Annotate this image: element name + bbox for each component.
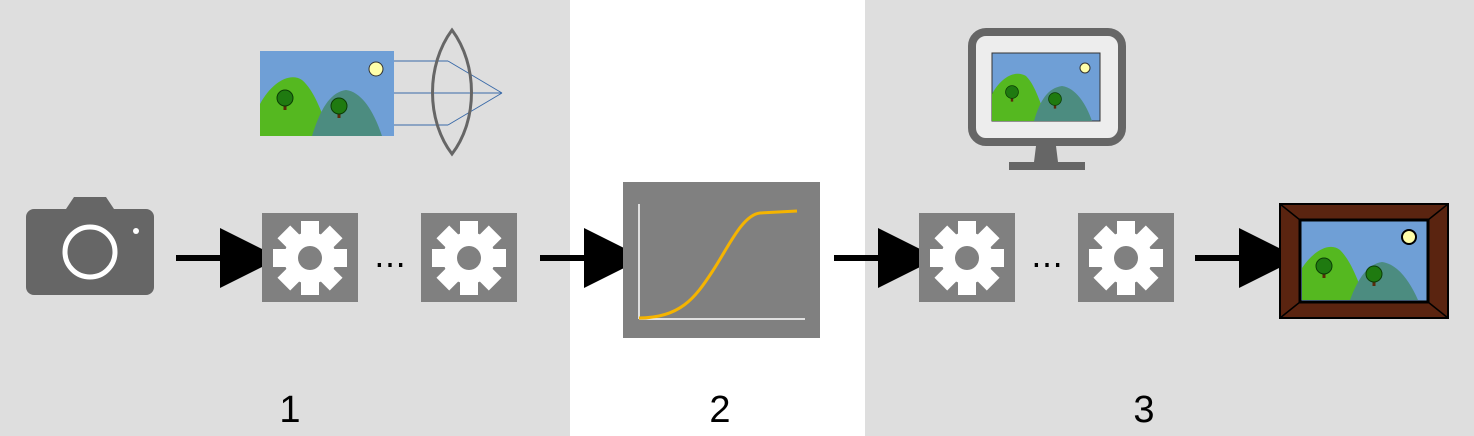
gear-icon	[930, 221, 1004, 295]
stage-3-label: 3	[1133, 389, 1155, 431]
gear-icon	[273, 221, 347, 295]
lens-icon	[394, 27, 503, 157]
landscape-icon	[260, 51, 394, 136]
monitor-icon	[968, 28, 1126, 170]
stage-1-label: 1	[279, 389, 301, 431]
stage-2-label: 2	[709, 389, 731, 431]
ellipsis-stage-1: …	[374, 237, 406, 275]
processing-step-box	[262, 213, 358, 302]
processing-step-box	[1078, 213, 1174, 302]
processing-step-box	[919, 213, 1015, 302]
tone-curve-icon	[623, 182, 820, 338]
gear-icon	[1089, 221, 1163, 295]
framed-picture-icon	[1279, 203, 1449, 319]
gear-icon	[432, 221, 506, 295]
ellipsis-stage-3: …	[1031, 237, 1063, 275]
camera-icon	[26, 197, 154, 295]
processing-step-box	[421, 213, 517, 302]
